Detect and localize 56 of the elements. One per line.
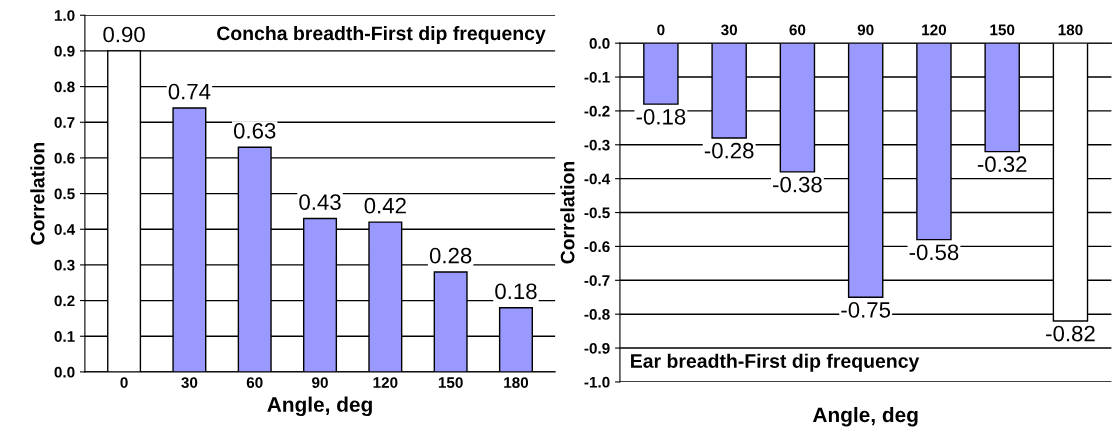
y-tick-label: -0.3 — [584, 139, 610, 151]
x-tick-label: 60 — [246, 377, 263, 388]
y-tick-label: 0.1 — [54, 331, 75, 342]
data-label: 0.90 — [103, 26, 145, 43]
y-tick-label: -1.0 — [584, 376, 610, 388]
x-tick-label: 90 — [857, 24, 874, 36]
data-label: 0.63 — [233, 122, 276, 139]
y-tick-label: 0.7 — [54, 117, 75, 128]
data-label: -0.58 — [909, 244, 959, 261]
x-tick-label: 90 — [312, 377, 328, 388]
x-tick-label: 60 — [789, 24, 806, 36]
y-tick-label: 0.8 — [54, 81, 75, 93]
y-tick-label: -0.4 — [584, 173, 611, 185]
y-tick-label: 0.6 — [54, 152, 75, 164]
x-axis-title: Angle, deg — [812, 406, 918, 427]
x-tick-label: 120 — [922, 24, 947, 36]
y-tick-label: 0.5 — [54, 188, 75, 200]
data-label: 0.28 — [429, 247, 472, 264]
data-label: 0.18 — [495, 283, 537, 300]
x-tick-label: 180 — [1058, 24, 1083, 36]
x-tick-label: 150 — [990, 24, 1015, 36]
y-tick-label: 0.0 — [589, 38, 610, 49]
text: Ear breadth-First dip frequency — [631, 353, 920, 372]
y-tick-label: 0.0 — [54, 366, 75, 378]
data-label: -0.32 — [977, 156, 1027, 173]
y-tick-label: -0.9 — [584, 342, 610, 354]
y-tick-label: -0.2 — [584, 105, 610, 117]
data-label: 0.42 — [364, 197, 406, 214]
data-label: 0.74 — [168, 83, 211, 100]
x-tick-label: 30 — [181, 377, 198, 389]
data-label: -0.82 — [1046, 325, 1095, 342]
x-tick-label: 0 — [120, 377, 128, 388]
data-label: -0.18 — [636, 108, 686, 125]
y-tick-label: -0.6 — [584, 241, 610, 253]
y-axis-title: Correlation — [560, 161, 575, 264]
text: Concha breadth-First dip frequency — [217, 25, 546, 45]
x-tick-label: 30 — [721, 24, 738, 36]
x-tick-label: 150 — [438, 377, 463, 388]
y-tick-label: 0.9 — [54, 45, 75, 57]
y-tick-label: -0.1 — [584, 71, 610, 83]
x-tick-label: 0 — [657, 24, 665, 36]
data-label: -0.28 — [704, 142, 754, 159]
data-label: -0.75 — [841, 302, 891, 318]
y-tick-label: 0.2 — [54, 295, 75, 307]
y-tick-label: -0.7 — [584, 275, 610, 286]
data-label: -0.38 — [773, 176, 822, 193]
x-tick-label: 120 — [373, 377, 398, 388]
x-axis-title: Angle, deg — [267, 396, 372, 417]
y-tick-label: 0.4 — [54, 224, 76, 235]
y-tick-label: 0.3 — [54, 259, 75, 271]
data-label: 0.43 — [299, 194, 341, 210]
y-axis-title: Correlation — [30, 142, 45, 245]
x-tick-label: 180 — [504, 377, 529, 388]
y-tick-label: -0.5 — [584, 207, 610, 219]
y-tick-label: -0.8 — [584, 309, 610, 320]
y-tick-label: 1.0 — [54, 10, 75, 21]
